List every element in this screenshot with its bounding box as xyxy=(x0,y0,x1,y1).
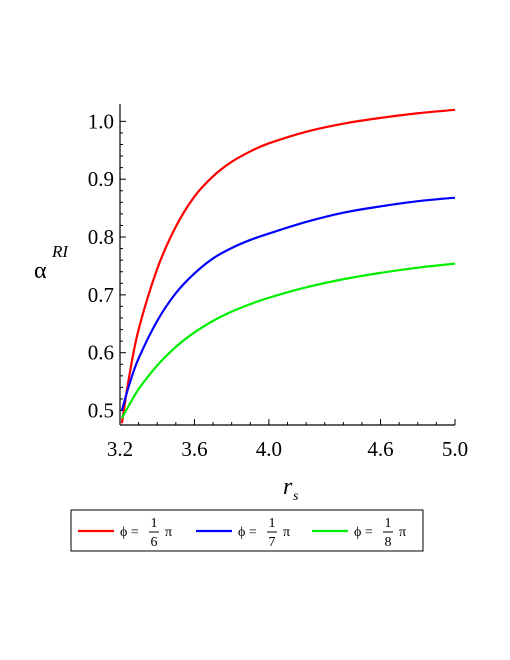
legend-box xyxy=(70,509,424,552)
legend-entry-1: ϕ = 1 6π xyxy=(78,516,172,550)
y-tick-label: 0.5 xyxy=(88,399,114,423)
x-ticks: 3.2 3.6 4.0 4.6 5.0 xyxy=(107,419,468,461)
legend-denominator: 7 xyxy=(269,535,276,550)
legend-symbol: ϕ = xyxy=(120,525,139,540)
axes xyxy=(119,104,455,426)
y-tick-label: 0.8 xyxy=(88,225,114,249)
y-tick-label: 0.9 xyxy=(88,167,114,191)
x-axis-label-sub: s xyxy=(293,489,299,504)
series-line-1 xyxy=(120,108,456,424)
x-axis-label: r xyxy=(283,474,293,500)
x-tick-label: 4.0 xyxy=(256,437,282,461)
y-tick-label: 0.7 xyxy=(88,283,114,307)
x-tick-label: 4.6 xyxy=(367,437,393,461)
legend-entry-2: ϕ = 1 7π xyxy=(196,516,290,550)
legend-numerator: 1 xyxy=(151,516,158,531)
y-axis-label-sup: RI xyxy=(51,242,69,261)
legend: ϕ =16π ϕ =17π ϕ =18π xyxy=(70,509,424,552)
legend-pi: π xyxy=(165,525,172,540)
y-axis-label: α xyxy=(34,258,47,284)
series-line-3 xyxy=(120,262,456,419)
series-line-2 xyxy=(120,196,456,411)
legend-numerator: 1 xyxy=(269,516,276,531)
legend-numerator: 1 xyxy=(385,516,392,531)
legend-entry-3: ϕ = 1 8π xyxy=(312,516,406,550)
x-tick-label: 3.6 xyxy=(181,437,207,461)
legend-pi: π xyxy=(283,525,290,540)
legend-denominator: 8 xyxy=(385,535,392,550)
legend-symbol: ϕ = xyxy=(354,525,373,540)
legend-symbol: ϕ = xyxy=(238,525,257,540)
y-tick-label: 0.6 xyxy=(88,341,114,365)
y-tick-label: 1.0 xyxy=(88,109,114,133)
y-ticks: 0.5 0.6 0.7 0.8 0.9 1.0 xyxy=(88,109,126,423)
x-tick-label: 3.2 xyxy=(107,437,133,461)
legend-pi: π xyxy=(399,525,406,540)
series-lines xyxy=(120,108,456,424)
x-tick-label: 5.0 xyxy=(442,437,468,461)
legend-denominator: 6 xyxy=(151,535,158,550)
y-axis-label-base: α xyxy=(34,258,47,284)
